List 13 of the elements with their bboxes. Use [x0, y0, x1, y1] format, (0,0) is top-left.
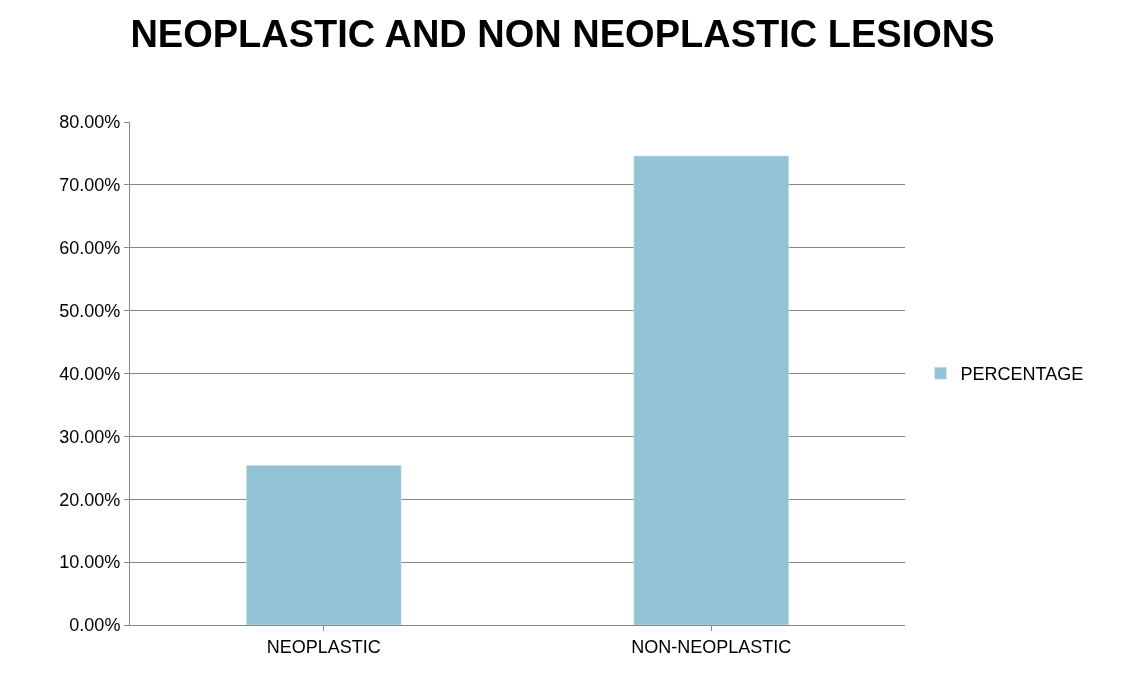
y-tick-label: 70.00% — [59, 175, 121, 196]
y-tick-label: 0.00% — [69, 615, 121, 636]
y-tick-label: 30.00% — [59, 426, 121, 447]
y-tick-label: 10.00% — [59, 552, 121, 573]
y-tick-label: 40.00% — [59, 363, 121, 384]
y-tick-label: 80.00% — [59, 112, 121, 133]
y-tick-label: 60.00% — [59, 238, 121, 259]
y-tick-label: 20.00% — [59, 489, 121, 510]
x-tick-label: NON-NEOPLASTIC — [631, 636, 792, 657]
chart-title: NEOPLASTIC AND NON NEOPLASTIC LESIONS — [130, 13, 995, 56]
y-tick-label: 50.00% — [59, 300, 121, 321]
legend-label: PERCENTAGE — [960, 364, 1084, 385]
x-tick-label: NEOPLASTIC — [266, 636, 381, 657]
